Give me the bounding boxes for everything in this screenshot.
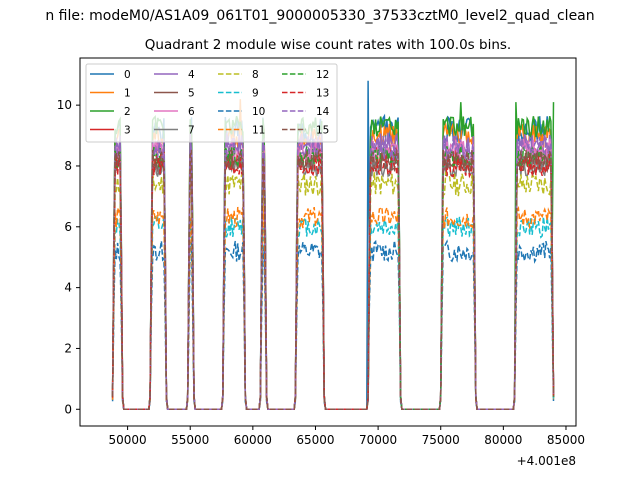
- y-tick-label: 4: [64, 281, 72, 295]
- x-tick-label: 50000: [109, 433, 147, 447]
- legend-label-9: 9: [252, 88, 259, 100]
- legend-label-14: 14: [316, 106, 330, 118]
- legend-label-12: 12: [316, 69, 329, 81]
- series-line-1: [111, 99, 555, 411]
- legend-label-6: 6: [188, 106, 195, 118]
- series-line-8: [111, 170, 555, 411]
- x-tick-label: 70000: [359, 433, 397, 447]
- series-line-9: [111, 215, 555, 411]
- y-tick-label: 6: [64, 220, 72, 234]
- legend-label-8: 8: [252, 69, 259, 81]
- x-axis-offset-text: +4.001e8: [517, 454, 576, 468]
- series-line-5: [111, 150, 555, 411]
- y-tick-label: 0: [64, 402, 72, 416]
- series-line-10: [111, 239, 555, 411]
- legend-label-11: 11: [252, 125, 265, 137]
- legend-frame: [85, 63, 338, 143]
- y-tick-label: 10: [57, 98, 72, 112]
- x-tick-label: 60000: [234, 433, 272, 447]
- legend-label-13: 13: [316, 88, 329, 100]
- series-line-14: [111, 134, 555, 411]
- x-tick-label: 80000: [484, 433, 522, 447]
- legend-label-10: 10: [252, 106, 265, 118]
- axes-frame: [79, 57, 577, 427]
- x-tick-label: 85000: [547, 433, 585, 447]
- legend-label-0: 0: [124, 69, 131, 81]
- x-tick-label: 65000: [296, 433, 334, 447]
- series-layer: [111, 80, 555, 411]
- legend-label-7: 7: [188, 125, 195, 137]
- series-line-7: [111, 155, 555, 411]
- x-tick-label: 75000: [422, 433, 460, 447]
- plot-area: [79, 57, 577, 427]
- legend-label-15: 15: [316, 125, 329, 137]
- series-line-3: [111, 144, 555, 411]
- x-axis: 50000 55000 60000 65000 70000 75000 80000 85000: [109, 426, 585, 447]
- series-line-12: [111, 144, 555, 411]
- series-line-2: [111, 102, 555, 411]
- figure-suptitle: n file: modeM0/AS1A09_061T01_9000005330_…: [45, 8, 594, 24]
- y-tick-label: 8: [64, 159, 72, 173]
- legend-label-5: 5: [188, 88, 195, 100]
- y-tick-label: 2: [64, 341, 72, 355]
- series-line-11: [111, 205, 555, 411]
- legend-label-3: 3: [124, 125, 131, 137]
- series-line-4: [111, 132, 555, 411]
- chart-title: Quadrant 2 module wise count rates with …: [145, 37, 511, 53]
- legend-label-4: 4: [188, 69, 195, 81]
- series-line-6: [111, 138, 555, 411]
- legend-label-2: 2: [124, 106, 131, 118]
- y-axis: 0 2 4 6 8 10: [57, 98, 80, 416]
- series-line-13: [111, 154, 555, 411]
- series-line-15: [111, 148, 555, 411]
- x-tick-label: 55000: [171, 433, 209, 447]
- legend-label-1: 1: [124, 88, 131, 100]
